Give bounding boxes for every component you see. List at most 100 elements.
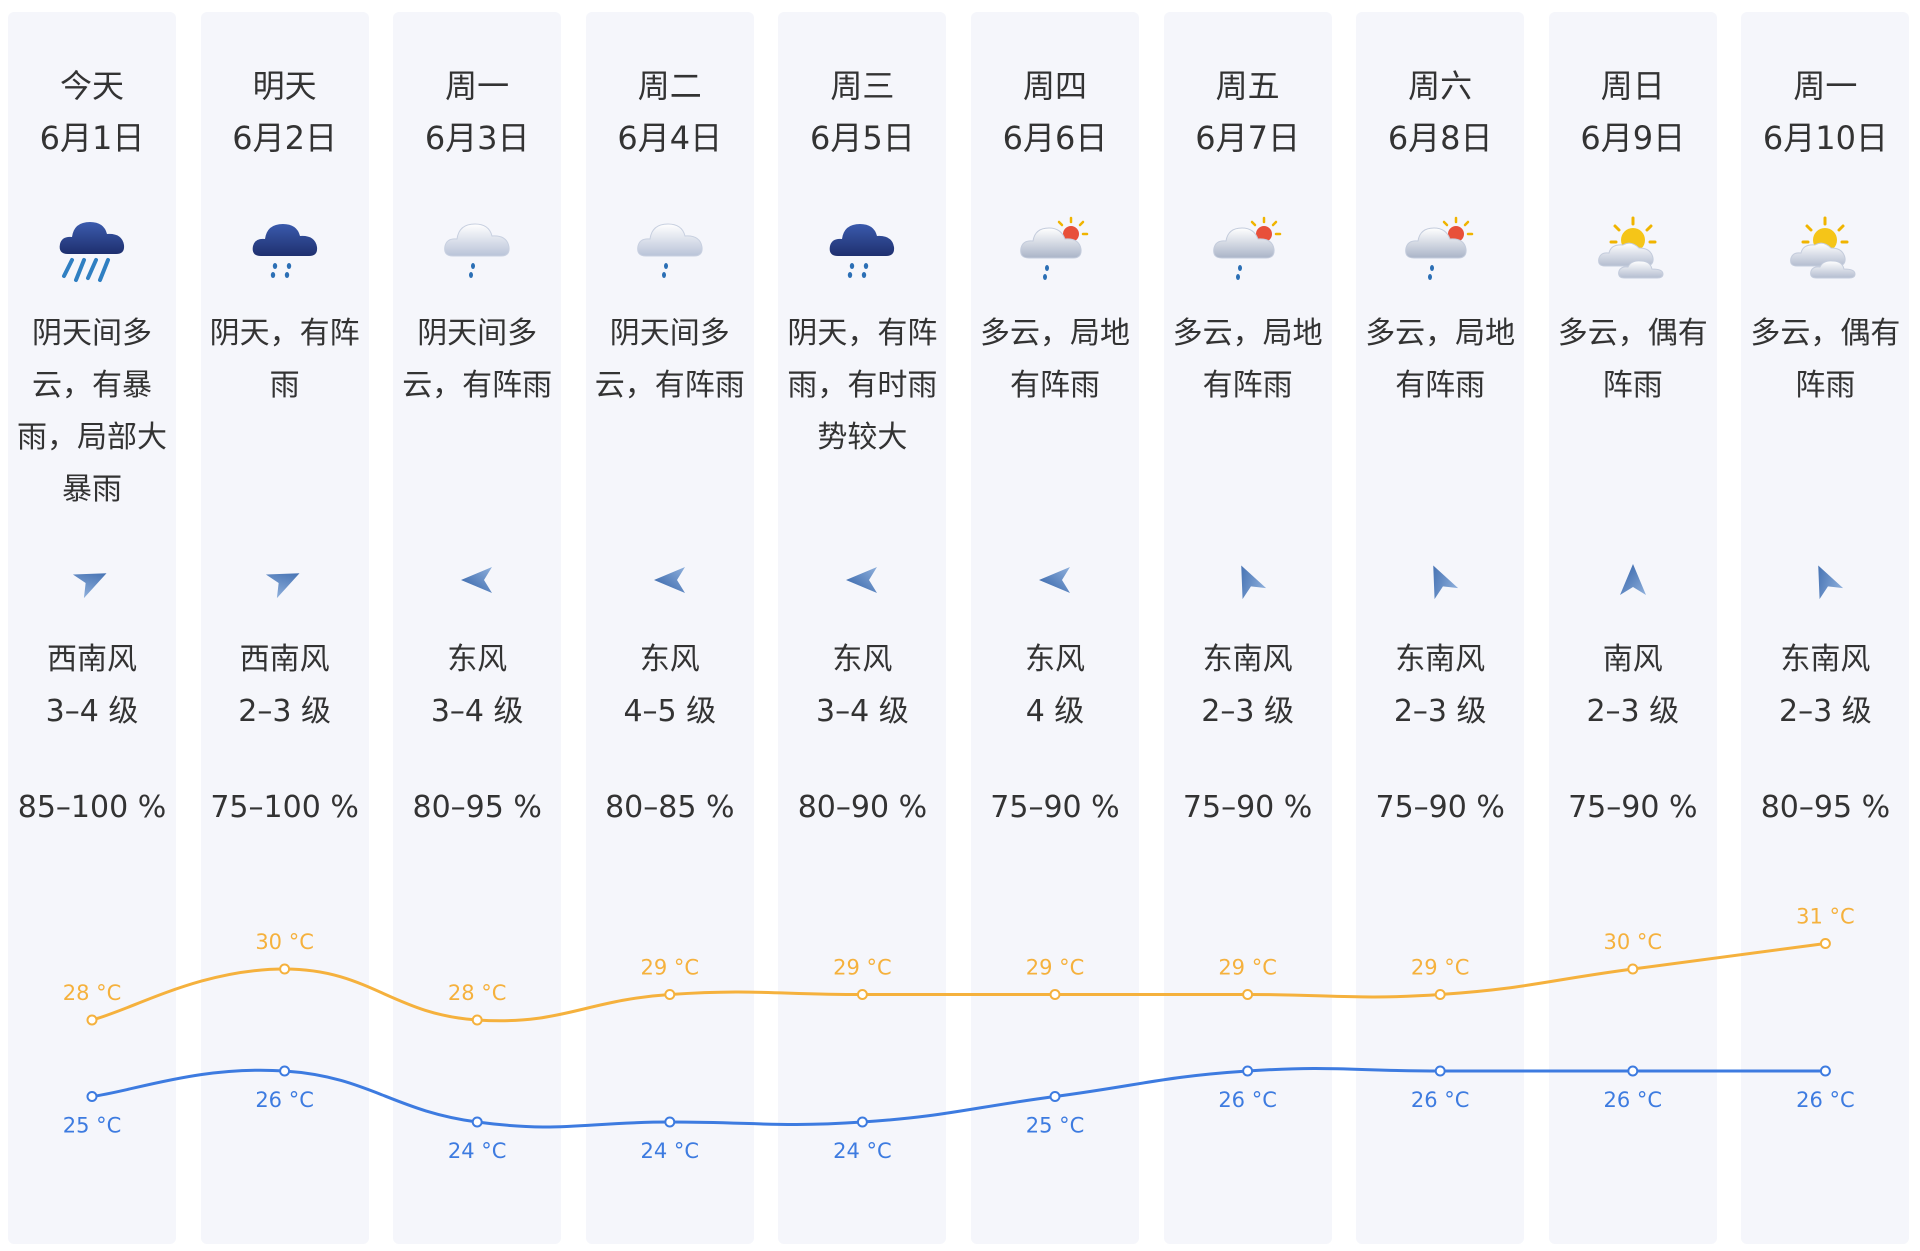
day-label: 周五 xyxy=(1215,67,1280,105)
day-column: 周三 6月5日阴天，有阵雨，有时雨势较大东风 3–4 级 80–90 % xyxy=(778,12,947,1244)
date-label: 6月8日 xyxy=(1387,119,1493,157)
light-rain-icon xyxy=(437,212,517,292)
wind-direction: 东风 xyxy=(832,642,893,677)
wind-direction: 西南风 xyxy=(47,642,137,677)
day-label: 周三 xyxy=(830,67,895,105)
high-temperature-label: 28 °C xyxy=(448,981,507,1005)
date-label: 6月6日 xyxy=(1002,119,1108,157)
weather-description: 多云，局地有阵雨 xyxy=(980,316,1130,403)
wind-level: 3–4 级 xyxy=(816,694,909,729)
low-temperature-point xyxy=(86,1091,98,1102)
light-rain-icon xyxy=(630,212,710,292)
day-label: 周日 xyxy=(1600,67,1665,105)
humidity-range: 80–85 % xyxy=(605,790,735,825)
high-temperature-point xyxy=(1434,989,1446,1000)
low-temperature-label: 24 °C xyxy=(641,1139,700,1163)
high-temperature-label: 28 °C xyxy=(63,981,122,1005)
wind-direction: 东南风 xyxy=(1202,642,1293,677)
wind-level: 2–3 级 xyxy=(1201,694,1294,729)
low-temperature-label: 26 °C xyxy=(1796,1088,1855,1112)
humidity-range: 80–90 % xyxy=(797,790,928,825)
wind-direction-arrow-icon xyxy=(1414,553,1467,606)
low-temperature-label: 26 °C xyxy=(1604,1088,1663,1112)
low-temperature-label: 24 °C xyxy=(448,1139,507,1163)
high-temperature-point xyxy=(471,1014,483,1026)
day-column: 今天 6月1日 阴天间多云，有暴雨，局部大暴雨 西南风 3–4 级 85–100 % xyxy=(8,12,176,1244)
wind-level: 2–3 级 xyxy=(238,694,331,729)
weather-description: 多云，局地有阵雨 xyxy=(1172,316,1323,403)
low-temperature-point xyxy=(1242,1065,1254,1077)
wind-direction-arrow-icon xyxy=(65,553,118,606)
high-temperature-line xyxy=(91,942,1826,1023)
wind-level: 2–3 级 xyxy=(1586,694,1680,729)
wind-level: 2–3 级 xyxy=(1393,694,1487,729)
high-temperature-label: 29 °C xyxy=(1026,956,1085,980)
day-label: 明天 xyxy=(252,67,317,105)
wind-direction: 东南风 xyxy=(1395,642,1486,677)
day-label: 周一 xyxy=(445,67,510,105)
high-temperature-point xyxy=(856,989,868,1000)
weather-description: 阴天间多云，有阵雨 xyxy=(402,316,553,403)
wind-direction-arrow-icon xyxy=(650,560,690,600)
wind-direction-arrow-icon xyxy=(1613,560,1653,600)
weather-description: 阴天，有阵雨，有时雨势较大 xyxy=(787,316,938,455)
day-label: 周一 xyxy=(1793,67,1858,105)
wind-direction-arrow-icon xyxy=(457,560,497,600)
wind-direction-arrow-icon xyxy=(1035,560,1075,600)
high-temperature-point xyxy=(1627,963,1639,975)
high-temperature-point xyxy=(1819,938,1831,949)
day-column: 周五 6月7日 多云，局地有阵雨 东南风 2–3 级 75–90 % xyxy=(1163,12,1332,1244)
weather-description: 多云，偶有阵雨 xyxy=(1750,316,1901,403)
humidity-range: 75–90 % xyxy=(990,790,1120,825)
high-temperature-label: 29 °C xyxy=(641,956,700,980)
day-label: 今天 xyxy=(59,67,124,105)
low-temperature-point xyxy=(1049,1091,1061,1102)
date-label: 6月7日 xyxy=(1195,119,1300,157)
day-column: 周日 6月9日 多云，偶有阵雨 南风 2–3 级 75–90 % xyxy=(1548,12,1717,1244)
rain-icon xyxy=(822,212,902,292)
weather-description: 阴天，有阵雨 xyxy=(209,316,360,403)
day-label: 周二 xyxy=(637,67,702,105)
partly-cloudy-icon xyxy=(1593,212,1673,292)
wind-level: 4–5 级 xyxy=(623,694,717,729)
wind-direction: 南风 xyxy=(1602,642,1663,677)
low-temperature-label: 24 °C xyxy=(833,1139,892,1163)
heavy-rain-icon xyxy=(52,212,132,292)
date-label: 6月10日 xyxy=(1762,119,1888,157)
day-label: 周六 xyxy=(1408,67,1473,105)
wind-direction: 东风 xyxy=(447,642,508,677)
wind-level: 3–4 级 xyxy=(45,694,139,729)
high-temperature-label: 31 °C xyxy=(1796,905,1855,929)
day-column: 周一 6月10日 多云，偶有阵雨 东南风 2–3 级 80–95 % xyxy=(1741,12,1910,1244)
high-temperature-label: 29 °C xyxy=(833,956,892,980)
wind-direction: 东风 xyxy=(1025,642,1085,677)
high-temperature-point xyxy=(86,1014,98,1026)
high-temperature-label: 30 °C xyxy=(255,930,314,954)
low-temperature-label: 25 °C xyxy=(63,1114,122,1138)
date-label: 6月5日 xyxy=(810,119,915,157)
low-temperature-point xyxy=(279,1065,291,1077)
wind-level: 4 级 xyxy=(1025,694,1085,729)
low-temperature-point xyxy=(856,1116,868,1128)
rain-icon xyxy=(245,212,325,292)
humidity-range: 75–90 % xyxy=(1375,790,1505,825)
high-temperature-label: 29 °C xyxy=(1218,956,1277,980)
date-label: 6月4日 xyxy=(617,119,723,157)
low-temperature-point xyxy=(1627,1065,1639,1077)
date-label: 6月9日 xyxy=(1580,119,1686,157)
wind-direction: 东南风 xyxy=(1780,642,1871,677)
date-label: 6月3日 xyxy=(424,119,530,157)
day-column: 周一 6月3日阴天间多云，有阵雨东风 3–4 级 80–95 % xyxy=(393,12,562,1244)
low-temperature-label: 26 °C xyxy=(1411,1088,1470,1112)
partly-cloudy-rain-icon xyxy=(1400,212,1480,292)
wind-direction-arrow-icon xyxy=(842,560,882,600)
wind-direction: 东风 xyxy=(639,642,700,677)
humidity-range: 75–90 % xyxy=(1568,790,1698,825)
date-label: 6月2日 xyxy=(232,119,337,157)
high-temperature-label: 29 °C xyxy=(1411,956,1470,980)
weather-description: 多云，局地有阵雨 xyxy=(1365,316,1516,403)
humidity-range: 80–95 % xyxy=(412,790,542,825)
wind-direction-arrow-icon xyxy=(258,553,311,606)
wind-level: 3–4 级 xyxy=(430,694,524,729)
